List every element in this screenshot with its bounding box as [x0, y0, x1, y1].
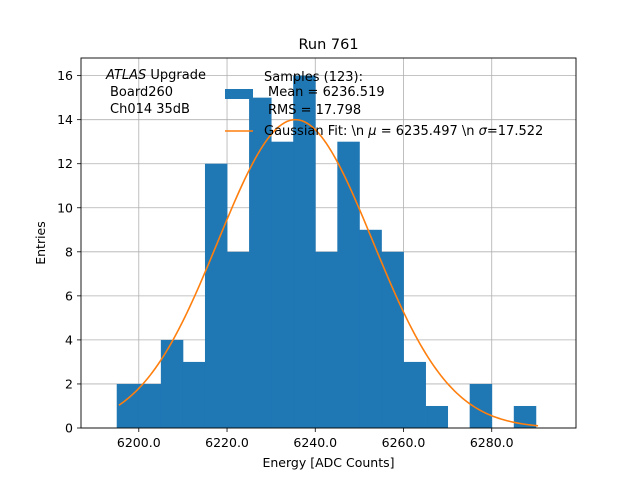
histogram-bar-11 [359, 229, 382, 428]
histogram-bar-8 [293, 75, 316, 428]
atlas-annotation: ATLAS Upgrade Board260 Ch014 35dB [105, 68, 206, 117]
x-tick-label-2: 6240.0 [293, 435, 337, 450]
legend-fit-label: Gaussian Fit: \n μ = 6235.497 \n σ=17.52… [264, 124, 543, 139]
histogram-bar-3 [182, 361, 206, 428]
legend-fit-prefix: Gaussian Fit: \n [264, 124, 368, 139]
upgrade-label: Upgrade [146, 68, 206, 83]
histogram-bar-1 [138, 383, 162, 428]
y-tick-label-5: 10 [57, 200, 73, 215]
y-tick-label-0: 0 [65, 421, 73, 436]
histogram-bar-0 [116, 383, 140, 428]
legend-samples-line3: RMS = 17.798 [268, 103, 361, 118]
histogram-bar-6 [249, 97, 272, 429]
y-tick-label-2: 4 [65, 332, 73, 347]
channel-label: Ch014 35dB [110, 102, 190, 117]
gaussian-fit-curve [118, 118, 539, 427]
x-axis-ticks: 6200.0 6220.0 6240.0 6260.0 6280.0 [117, 428, 514, 450]
legend-fit-sigma: σ [479, 124, 488, 139]
y-axis-ticks: 0 2 4 6 8 10 12 14 16 [57, 68, 81, 436]
legend-fit-mu: μ [367, 124, 376, 139]
histogram-bar-12 [381, 251, 404, 428]
histogram-bar-14 [425, 405, 449, 428]
histogram-bar-10 [337, 141, 360, 428]
legend: Samples (123): Mean = 6236.519 RMS = 17.… [225, 70, 543, 139]
histogram-bar-5 [227, 251, 250, 428]
atlas-label: ATLAS [105, 68, 146, 83]
histogram-bar-13 [403, 361, 426, 428]
x-tick-label-0: 6200.0 [117, 435, 161, 450]
legend-fit-suffix: =17.522 [487, 124, 543, 139]
y-tick-label-4: 8 [65, 244, 73, 259]
histogram-bar-4 [204, 163, 228, 428]
legend-samples-line1: Samples (123): [264, 70, 363, 85]
histogram-bar-2 [160, 339, 184, 428]
svg-text:ATLAS Upgrade: ATLAS Upgrade [105, 68, 206, 83]
histogram-bar-16 [469, 383, 493, 428]
legend-samples-line2: Mean = 6236.519 [268, 85, 385, 100]
board-label: Board260 [110, 85, 173, 100]
plot-frame [80, 57, 577, 429]
x-axis-label: Energy [ADC Counts] [262, 455, 394, 470]
chart-title: Run 761 [298, 37, 358, 53]
legend-samples-swatch [225, 89, 253, 99]
histogram-bar-18 [513, 405, 537, 428]
y-tick-label-8: 16 [57, 68, 73, 83]
histogram-bar-7 [271, 141, 294, 428]
y-tick-label-6: 12 [57, 156, 73, 171]
histogram-bars [116, 75, 537, 429]
histogram-bar-9 [315, 251, 338, 428]
x-tick-label-1: 6220.0 [205, 435, 249, 450]
y-tick-label-3: 6 [65, 288, 73, 303]
x-tick-label-4: 6280.0 [470, 435, 514, 450]
legend-fit-mid: = 6235.497 \n [377, 124, 479, 139]
x-tick-label-3: 6260.0 [382, 435, 426, 450]
y-tick-label-1: 2 [65, 376, 73, 391]
y-tick-label-7: 14 [57, 112, 73, 127]
y-axis-label: Entries [33, 221, 48, 265]
